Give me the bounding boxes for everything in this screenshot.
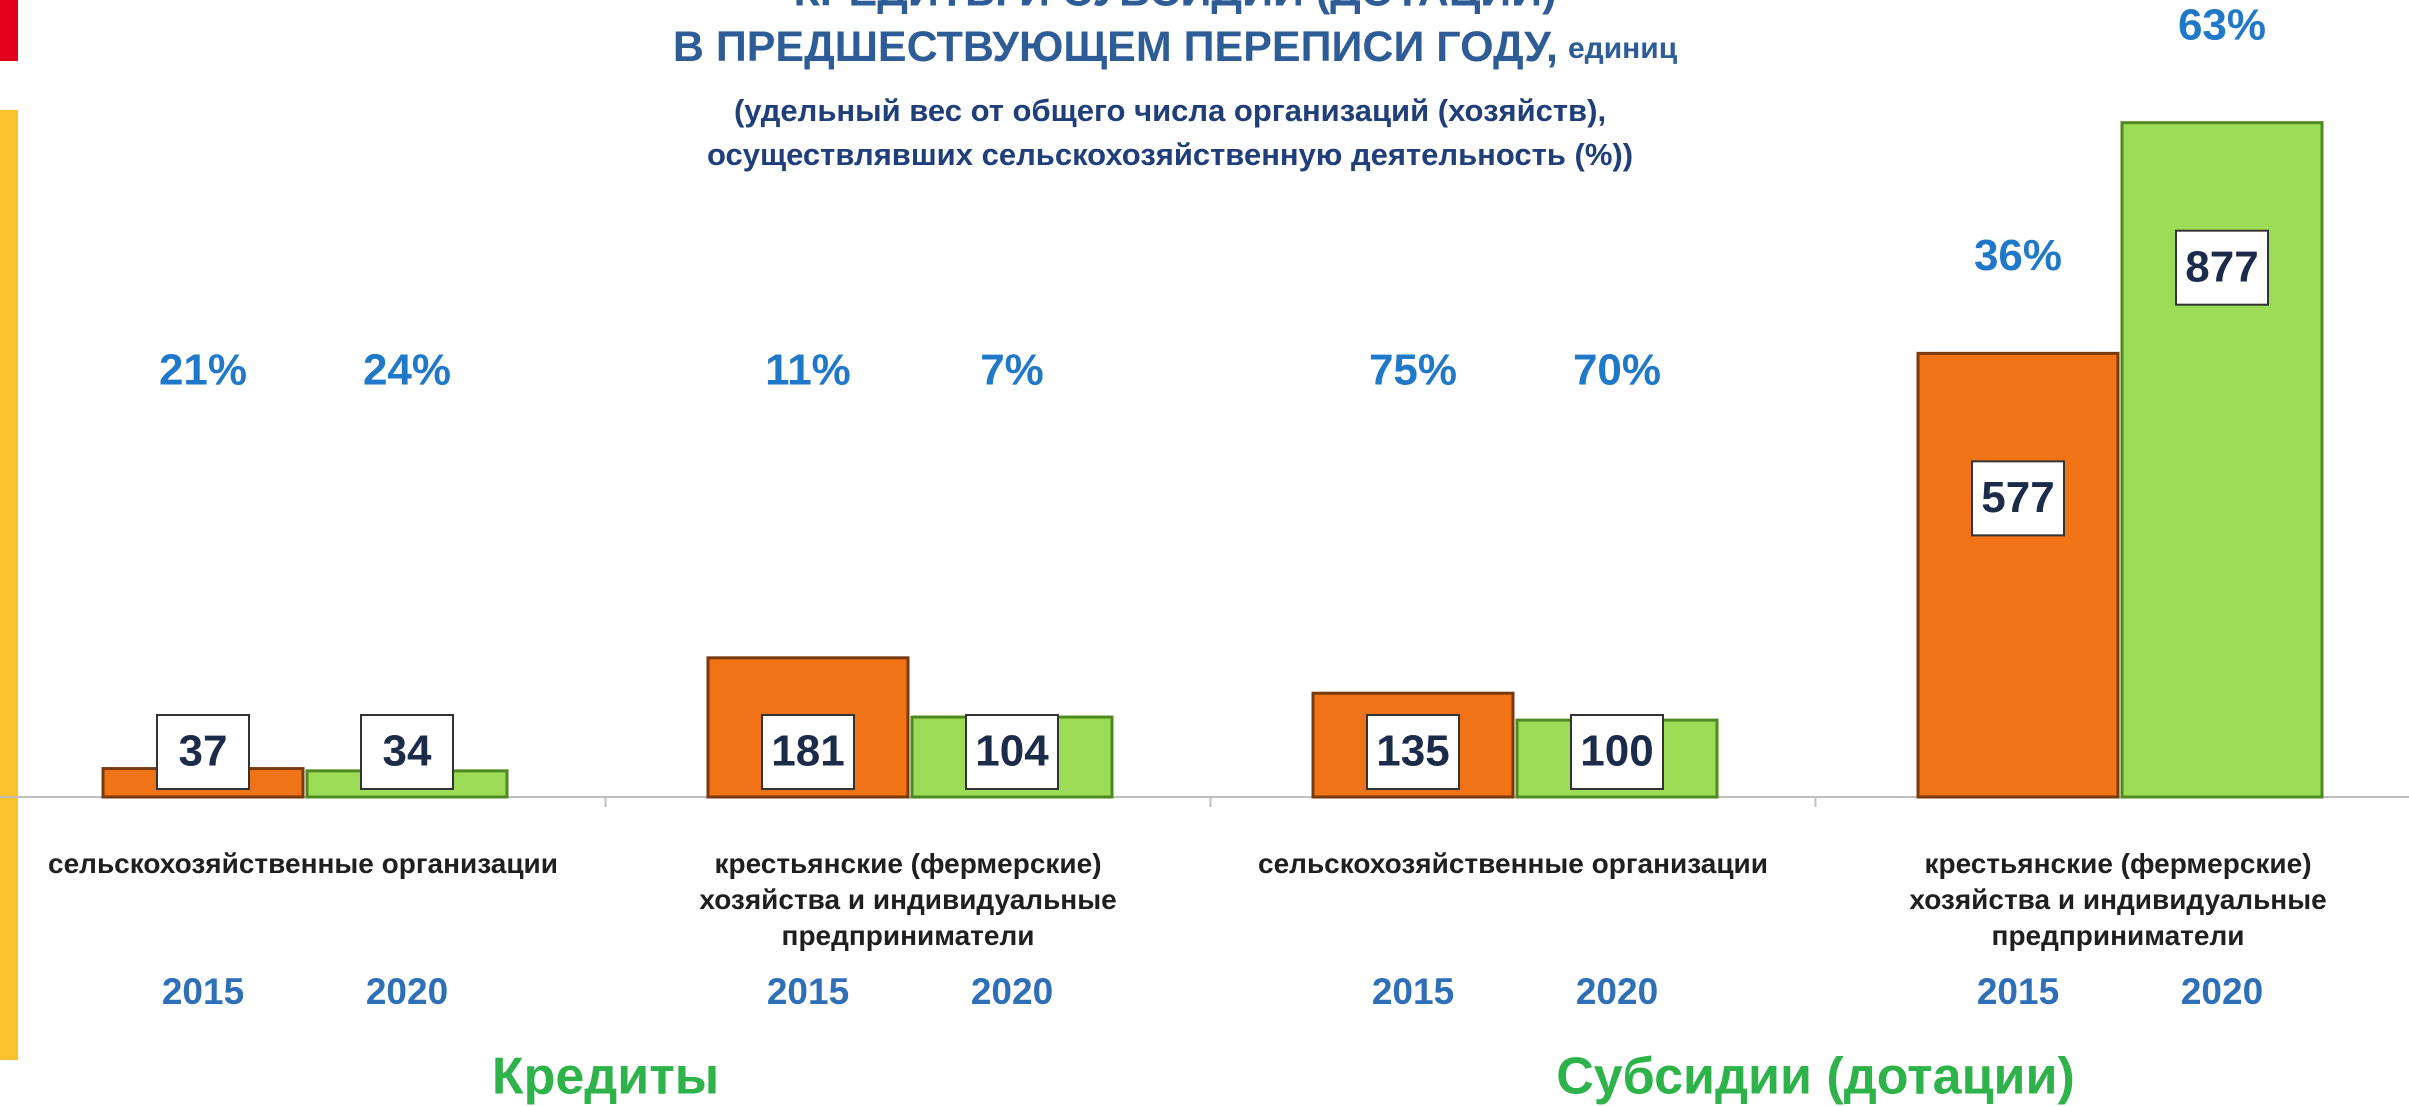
value-label-box [1366,714,1460,790]
bar [2120,121,2324,799]
decor-red-bar [0,0,18,61]
share-label: 70% [1573,346,1661,395]
value-label: 37 [179,727,228,776]
title-text: В ПРЕДШЕСТВУЮЩЕМ ПЕРЕПИСИ ГОДУ, [673,23,1558,71]
year-label: 2015 [162,971,244,1012]
share-label: 75% [1369,346,1457,395]
share-label: 21% [159,346,247,395]
title-unit: единиц [1568,32,1678,65]
value-label-box [2175,229,2269,306]
category-label: сельскохозяйственные организации [1258,848,1768,879]
value-label-box [761,714,855,790]
value-label-box [1971,460,2065,537]
value-label-box [360,714,454,790]
value-label: 135 [1376,727,1449,776]
year-label: 2020 [366,971,448,1012]
share-label: 7% [980,346,1044,395]
title-line1: КРЕДИТЫ И СУБСИДИИ (ДОТАЦИИ) [794,0,1557,15]
year-label: 2015 [767,971,849,1012]
value-label-box [1570,714,1664,790]
bar [1916,351,2120,799]
subtitle: осуществлявших сельскохозяйственную деят… [707,137,1633,172]
year-label: 2020 [2181,971,2263,1012]
category-label: крестьянские (фермерские) хозяйства и ин… [699,848,1117,951]
year-label: 2015 [1977,971,2059,1012]
group-label: Субсидии (дотации) [1556,1048,2075,1106]
share-label: 24% [363,346,451,395]
share-label: 11% [765,346,851,395]
year-label: 2020 [971,971,1053,1012]
value-label: 577 [1981,473,2054,522]
value-label-box [156,714,250,790]
year-label: 2015 [1372,971,1454,1012]
decor-yellow-bar [0,110,18,1060]
group-label: Кредиты [492,1048,719,1106]
title: В ПРЕДШЕСТВУЮЩЕМ ПЕРЕПИСИ ГОДУ, единиц [673,23,1678,71]
subtitle: (удельный вес от общего числа организаци… [734,93,1606,128]
value-label: 100 [1580,727,1653,776]
share-label: 36% [1974,231,2062,280]
value-label: 877 [2185,242,2258,291]
category-label: крестьянские (фермерские) хозяйства и ин… [1909,848,2327,951]
category-label: сельскохозяйственные организации [48,848,558,879]
share-label: 63% [2178,0,2266,49]
value-label: 104 [975,727,1049,776]
year-label: 2020 [1576,971,1658,1012]
value-label-box [965,714,1059,790]
value-label: 34 [383,727,432,776]
value-label: 181 [771,727,844,776]
